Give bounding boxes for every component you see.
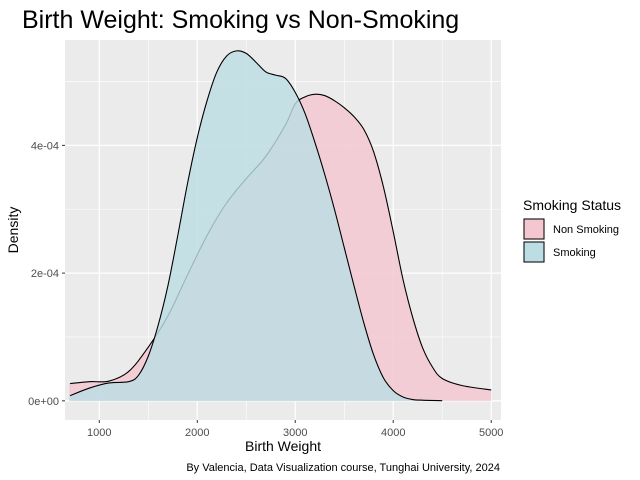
y-tick-label: 0e+00	[28, 396, 59, 408]
chart-title: Birth Weight: Smoking vs Non-Smoking	[22, 6, 459, 34]
x-tick-label: 3000	[283, 427, 307, 439]
x-tick-label: 2000	[185, 427, 209, 439]
x-tick-label: 1000	[87, 427, 111, 439]
chart-caption: By Valencia, Data Visualization course, …	[186, 462, 500, 474]
legend-swatch-smoking	[523, 241, 545, 263]
density-area-smoking	[69, 50, 443, 401]
density-areas	[69, 50, 492, 402]
y-axis-title: Density	[5, 207, 21, 254]
y-axis-ticks: 0e+00 2e-04 4e-04	[28, 140, 65, 408]
legend-label-smoking: Smoking	[553, 247, 596, 259]
x-axis-title: Birth Weight	[245, 438, 321, 454]
x-tick-label: 5000	[479, 427, 503, 439]
density-line-smoking	[69, 50, 443, 402]
y-tick-label: 4e-04	[31, 140, 59, 152]
legend-swatch-non-smoking	[523, 218, 545, 240]
x-axis-ticks: 1000 2000 3000 4000 5000	[87, 420, 503, 439]
x-tick-label: 4000	[381, 427, 405, 439]
legend-title: Smoking Status	[523, 197, 621, 213]
legend: Smoking Status Non Smoking Smoking	[523, 197, 621, 263]
legend-label-non-smoking: Non Smoking	[553, 224, 619, 236]
y-tick-label: 2e-04	[31, 268, 59, 280]
